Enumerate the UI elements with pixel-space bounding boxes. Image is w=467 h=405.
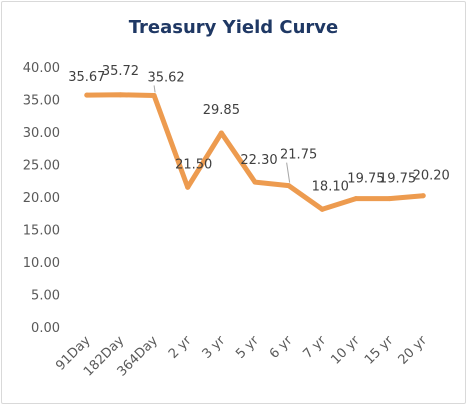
data-point (185, 184, 191, 190)
yield-curve-line (84, 92, 426, 212)
x-tick-label: 7 yr (300, 333, 329, 362)
y-tick-label: 40.00 (23, 61, 60, 76)
data-label-leader-line (153, 85, 156, 93)
data-point (218, 130, 224, 136)
y-tick-label: 0.00 (31, 321, 60, 336)
x-tick-label: 6 yr (267, 333, 296, 362)
data-point (319, 206, 325, 212)
data-label: 19.75 (379, 172, 416, 187)
chart-title: Treasury Yield Curve (128, 17, 339, 38)
data-point (286, 183, 292, 189)
data-label: 19.75 (347, 172, 384, 187)
data-label: 35.72 (102, 64, 139, 79)
data-point (387, 196, 393, 202)
y-axis-tick-labels: 0.00 5.00 10.00 15.00 20.00 25.00 30.00 35.00 40… (23, 61, 60, 336)
y-tick-label: 25.00 (23, 159, 60, 174)
data-label: 35.67 (68, 70, 105, 85)
data-label: 21.75 (280, 148, 317, 163)
data-point (420, 193, 426, 199)
data-label: 29.85 (203, 103, 240, 118)
data-point (353, 196, 359, 202)
data-point (84, 92, 90, 98)
y-tick-label: 10.00 (23, 256, 60, 271)
x-tick-label: 15 yr (362, 333, 397, 368)
x-tick-label: 20 yr (396, 333, 431, 368)
x-tick-label: 10 yr (328, 333, 363, 368)
data-label: 21.50 (175, 157, 212, 172)
data-point (151, 92, 157, 98)
x-tick-label: 5 yr (233, 333, 262, 362)
y-tick-label: 20.00 (23, 191, 60, 206)
data-label: 22.30 (240, 153, 277, 168)
x-tick-label: 2 yr (166, 333, 195, 362)
data-label-leader-line (286, 162, 291, 183)
y-tick-label: 15.00 (23, 224, 60, 239)
data-label: 35.62 (147, 70, 184, 85)
data-label: 20.20 (413, 169, 450, 184)
data-point (117, 92, 123, 98)
y-tick-label: 5.00 (31, 289, 60, 304)
data-point (252, 179, 258, 185)
x-tick-label: 3 yr (200, 333, 229, 362)
series-line-group (84, 92, 426, 212)
data-label: 18.10 (312, 179, 349, 194)
y-tick-label: 35.00 (23, 94, 60, 109)
y-tick-label: 30.00 (23, 126, 60, 141)
